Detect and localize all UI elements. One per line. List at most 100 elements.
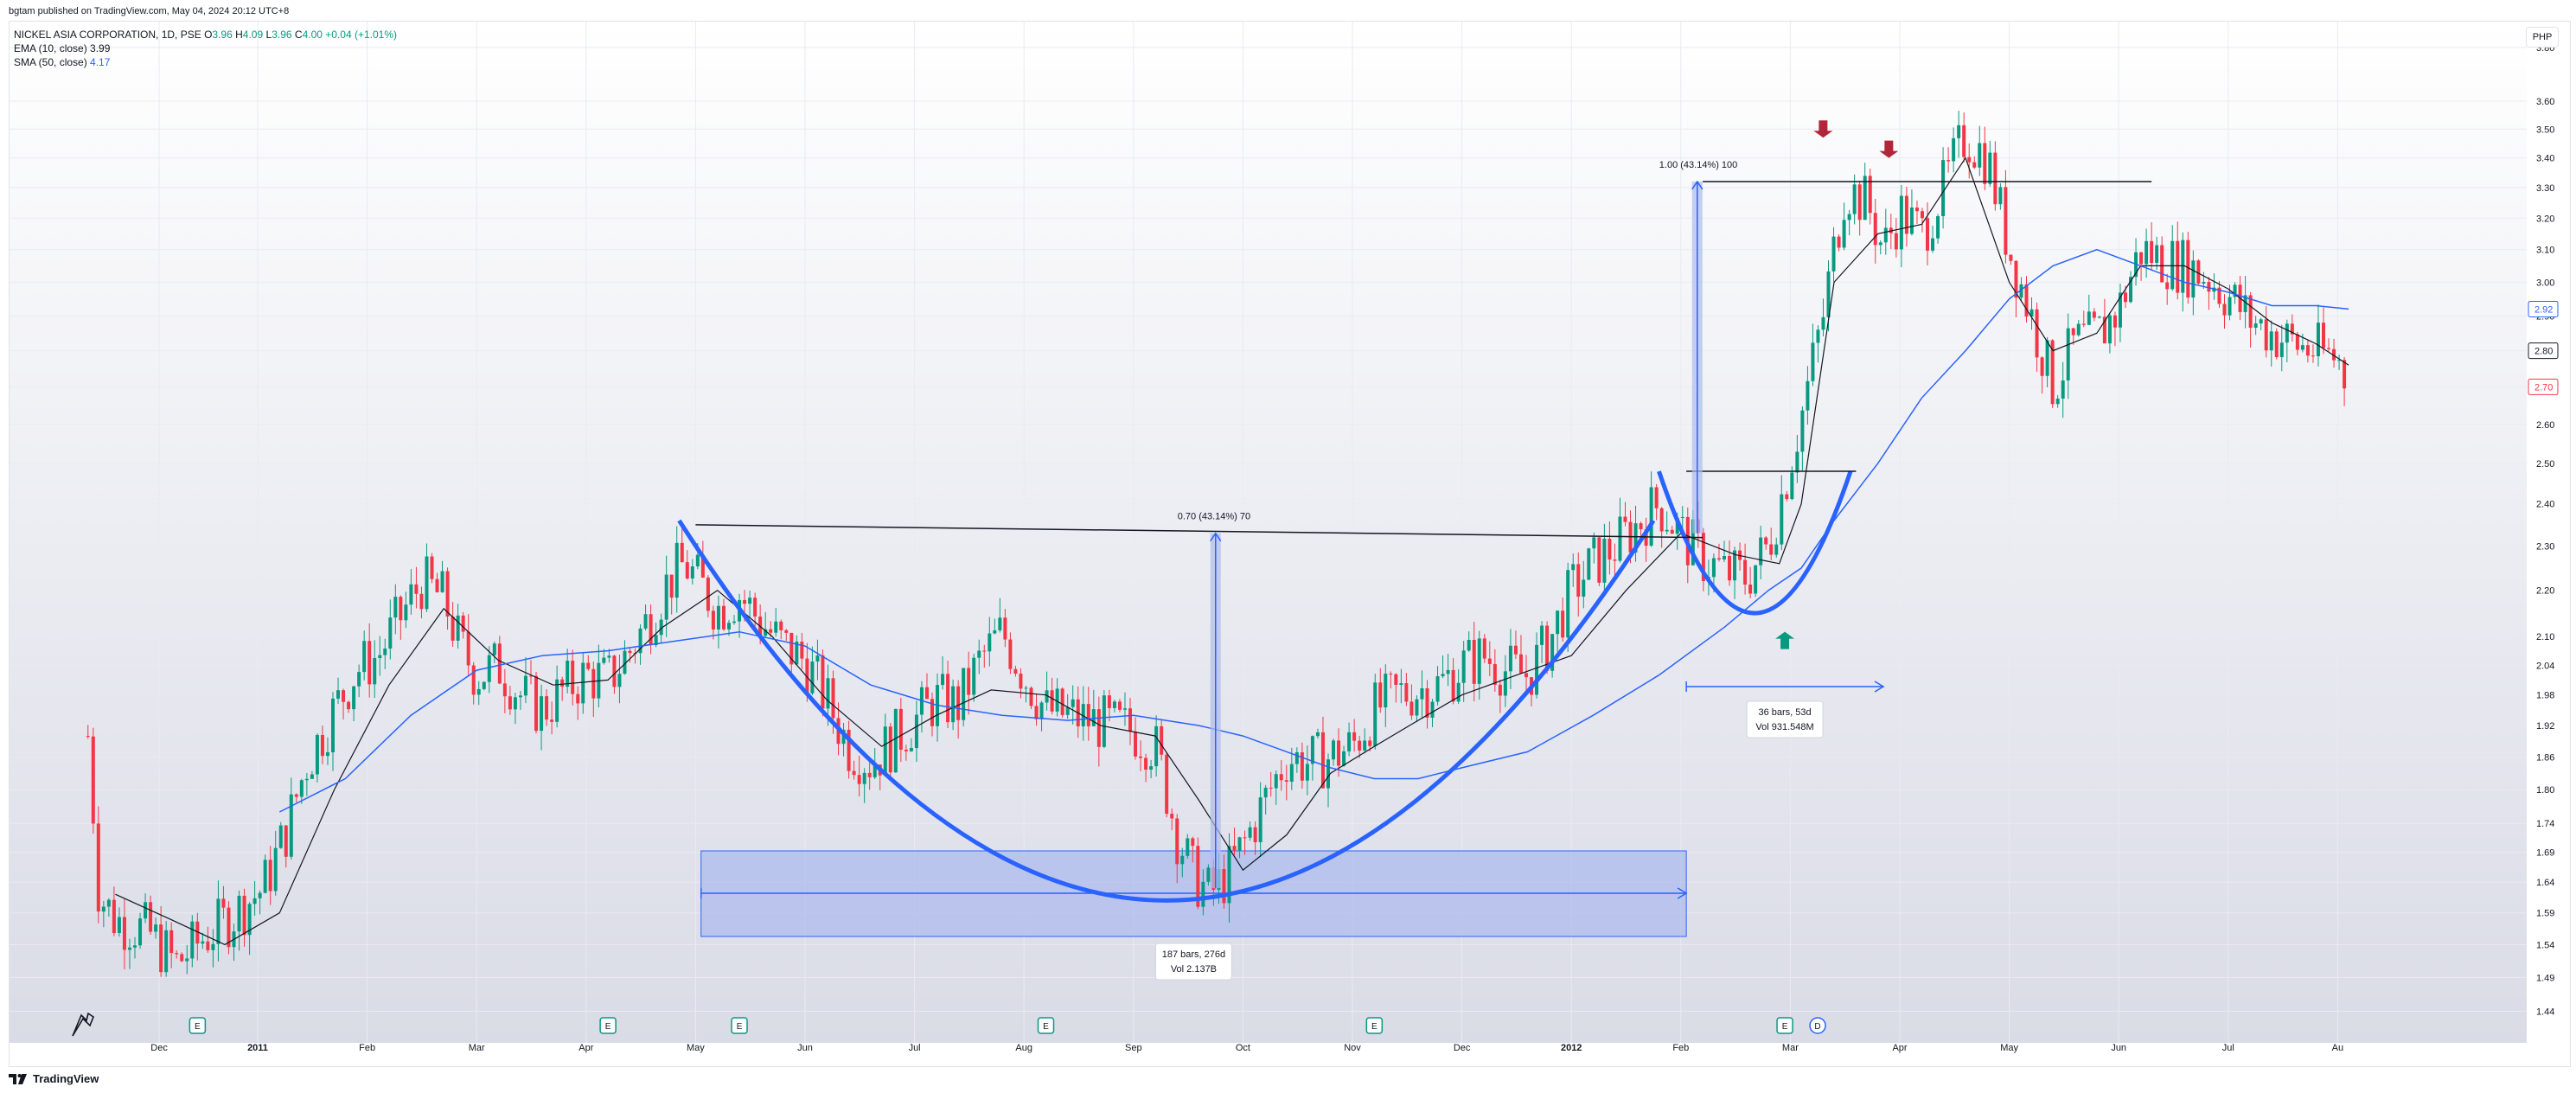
event-marker-letter: D bbox=[1814, 1022, 1820, 1032]
candle-body bbox=[1941, 160, 1946, 217]
candle-body bbox=[1310, 736, 1314, 764]
price-tick-label: 1.86 bbox=[2536, 753, 2554, 764]
candle-body bbox=[789, 632, 794, 665]
candle-body bbox=[2191, 260, 2196, 298]
currency-button[interactable]: PHP bbox=[2526, 27, 2559, 48]
dinosaur-icon bbox=[72, 1012, 94, 1037]
candle-body bbox=[263, 860, 267, 893]
price-label: 2.92 bbox=[2534, 304, 2553, 315]
candle-body bbox=[1081, 704, 1085, 726]
change-value: +0.04 (+1.01%) bbox=[325, 29, 397, 41]
candle-body bbox=[1743, 559, 1748, 585]
candle-body bbox=[774, 621, 778, 633]
candle-body bbox=[1582, 579, 1586, 597]
candle-body bbox=[1670, 529, 1674, 534]
candle-body bbox=[1253, 827, 1257, 842]
candle-body bbox=[1294, 752, 1299, 764]
candle-body bbox=[91, 736, 95, 824]
candle-body bbox=[1639, 523, 1643, 530]
candle-body bbox=[2107, 315, 2112, 344]
candle-body bbox=[1711, 558, 1716, 578]
time-tick-label: May bbox=[687, 1043, 705, 1053]
candle-body bbox=[513, 697, 517, 710]
candle-body bbox=[700, 554, 705, 578]
candle-body bbox=[310, 774, 314, 779]
sma-row[interactable]: SMA (50, close) 4.17 bbox=[14, 55, 397, 69]
candle-body bbox=[1071, 699, 1075, 707]
candle-body bbox=[951, 686, 956, 723]
candle-body bbox=[2316, 323, 2320, 356]
candle-body bbox=[1847, 214, 1851, 221]
candle-body bbox=[1337, 740, 1341, 766]
earnings-marker-icon bbox=[731, 1017, 748, 1034]
candle-body bbox=[810, 662, 815, 694]
candle-body bbox=[930, 699, 935, 726]
candle-body bbox=[1013, 668, 1018, 674]
candle-body bbox=[862, 772, 866, 784]
candle-body bbox=[2202, 282, 2206, 284]
tradingview-brand: TradingView bbox=[33, 1072, 99, 1085]
grid bbox=[10, 22, 2527, 1043]
candle-body bbox=[1508, 645, 1512, 672]
candle-body bbox=[1556, 610, 1560, 635]
candle-body bbox=[352, 686, 356, 710]
candle-body bbox=[425, 556, 429, 610]
candle-body bbox=[2290, 323, 2294, 335]
candle-body bbox=[1909, 208, 1914, 234]
candle-body bbox=[1795, 451, 1799, 473]
time-tick-label: Jun bbox=[797, 1043, 813, 1053]
candle-body bbox=[988, 633, 992, 652]
candle-body bbox=[1806, 380, 1810, 411]
moving-average-lines bbox=[115, 157, 2349, 946]
time-tick-label: Jul bbox=[2222, 1043, 2234, 1053]
candle-body bbox=[1518, 654, 1523, 674]
candle-body bbox=[1399, 683, 1403, 685]
candle-body bbox=[1065, 706, 1070, 715]
candle-body bbox=[1952, 137, 1956, 162]
candle-body bbox=[2150, 240, 2154, 264]
candle-body bbox=[1358, 740, 1362, 751]
candle-body bbox=[1540, 625, 1544, 645]
tradingview-logo[interactable]: TradingView bbox=[9, 1072, 99, 1085]
candle-body bbox=[993, 630, 997, 634]
candle-body bbox=[1284, 780, 1288, 782]
candle-body bbox=[857, 775, 861, 784]
candle-body bbox=[466, 631, 470, 666]
time-axis[interactable]: Dec 2011 Feb Mar Apr May Jun Jul Aug Sep Oct Nov Dec… bbox=[72, 1012, 2343, 1053]
earnings-marker-icon bbox=[599, 1017, 617, 1034]
candle-body bbox=[2300, 345, 2304, 350]
range-2-label-volume: Vol 931.548M bbox=[1755, 722, 1813, 732]
candle-body bbox=[2165, 282, 2170, 290]
measure-2-label: 1.00 (43.14%) 100 bbox=[1659, 160, 1738, 170]
rim-line bbox=[695, 524, 1703, 539]
candle-body bbox=[393, 597, 398, 618]
candle-body bbox=[873, 764, 877, 777]
candle-body bbox=[649, 614, 653, 646]
candle-body bbox=[1665, 529, 1669, 532]
candle-body bbox=[1842, 220, 1846, 248]
candle-body bbox=[1649, 487, 1653, 546]
candle-body bbox=[461, 615, 465, 632]
candle-body bbox=[1998, 187, 2003, 205]
candle-body bbox=[1701, 533, 1705, 582]
candle-body bbox=[690, 566, 694, 579]
candle-body bbox=[680, 542, 684, 563]
candle-body bbox=[211, 943, 215, 950]
time-tick-label: Oct bbox=[1236, 1043, 1250, 1053]
ema-value: 3.99 bbox=[90, 42, 111, 54]
time-tick-label: Dec bbox=[150, 1043, 168, 1053]
candle-body bbox=[487, 655, 491, 682]
ema-row[interactable]: EMA (10, close) 3.99 bbox=[14, 42, 397, 55]
candle-body bbox=[1451, 669, 1455, 702]
time-tick-label: Mar bbox=[469, 1043, 485, 1053]
candle-body bbox=[1175, 818, 1179, 865]
candle-body bbox=[1170, 814, 1174, 819]
candle-body bbox=[1597, 537, 1601, 583]
candle-body bbox=[540, 696, 544, 732]
price-axis[interactable]: 3.803.603.503.403.303.203.103.002.902.80… bbox=[2528, 43, 2559, 1018]
sma-label: SMA (50, close) bbox=[14, 56, 87, 68]
candle-body bbox=[1315, 732, 1320, 737]
candle-body bbox=[1409, 701, 1414, 716]
range-1-label-bars: 187 bars, 276d bbox=[1162, 949, 1225, 960]
